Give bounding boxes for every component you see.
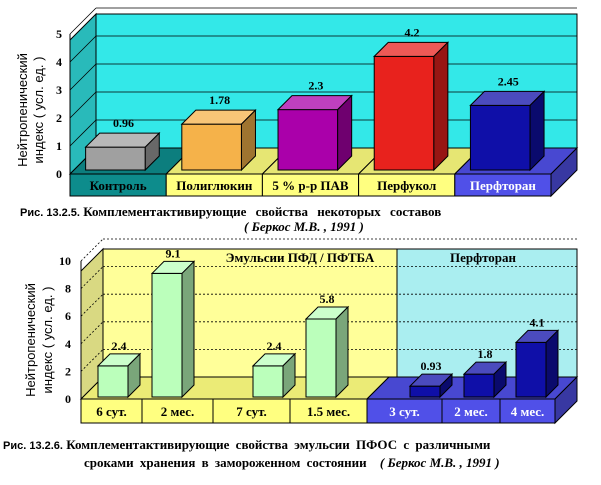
bar-1-side: [240, 108, 256, 172]
bar-4-side: [439, 372, 453, 399]
gridline-side: [69, 35, 97, 63]
y-axis-label-line1: Нейтропенический: [23, 283, 38, 397]
category-label-3: 1.5 мес.: [307, 404, 350, 419]
bar-4-side: [529, 90, 545, 172]
caption-2-number: Рис. 13.2.6.: [3, 440, 63, 452]
value-label-4: 0.93: [421, 359, 442, 373]
bar-2-side: [337, 94, 353, 172]
category-label-2: 7 сут.: [236, 404, 267, 419]
category-box-6: [499, 398, 556, 424]
bar-2: [252, 365, 284, 398]
category-label-0: Контроль: [90, 178, 147, 193]
value-label-6: 4.1: [530, 315, 545, 329]
value-label-1: 9.1: [166, 246, 181, 260]
y-tick-4: 8: [65, 282, 71, 296]
y-tick-0: 0: [56, 167, 62, 181]
bar-2-side: [282, 352, 296, 399]
back-wall-group-0: [102, 248, 398, 378]
y-tick-4: 4: [56, 55, 62, 69]
value-label-3: 5.8: [320, 292, 335, 306]
bar-1: [181, 123, 242, 171]
value-label-4: 2.45: [498, 74, 519, 88]
value-label-0: 0.96: [113, 116, 134, 130]
gridline-side: [69, 119, 97, 147]
category-label-0: 6 сут.: [96, 404, 127, 419]
caption-2: Рис. 13.2.6. Комплементактивирующие свой…: [3, 437, 490, 453]
category-label-4: 3 сут.: [389, 404, 420, 419]
caption-2-text-line1: Комплементактивирующие свойства эмульсии…: [66, 437, 491, 452]
category-box-0: [80, 398, 143, 424]
value-label-2: 2.4: [267, 339, 282, 353]
caption-1-number: Рис. 13.2.5.: [20, 207, 80, 219]
y-tick-5: 5: [56, 27, 62, 41]
floor-side: [554, 375, 578, 425]
gridline-side: [80, 349, 104, 372]
bar-4: [409, 385, 441, 398]
y-axis-label-line1: Нейтропенический: [15, 53, 30, 167]
category-label-1: Полиглюкин: [176, 178, 253, 193]
value-label-5: 1.8: [478, 347, 493, 361]
floor-side: [550, 146, 578, 198]
y-tick-3: 3: [56, 83, 62, 97]
caption-1-source: ( Беркос М.В. , 1991 ): [244, 219, 364, 234]
y-tick-2: 2: [56, 111, 62, 125]
value-label-0: 2.4: [112, 339, 127, 353]
bar-2: [277, 109, 339, 171]
y-tick-3: 6: [65, 309, 71, 323]
bar-1: [151, 272, 183, 398]
bar-3-side: [335, 305, 349, 399]
bar-5-side: [493, 360, 507, 399]
category-label-5: 2 мес.: [454, 404, 488, 419]
y-tick-5: 10: [59, 254, 71, 268]
value-label-3: 4.2: [405, 25, 420, 39]
y-tick-1: 1: [56, 139, 62, 153]
caption-2-source: ( Беркос М.В. , 1991 ): [379, 455, 500, 470]
caption-1-source-line: ( Беркос М.В. , 1991 ): [244, 219, 364, 235]
gridline-side: [80, 266, 104, 289]
value-label-1: 1.78: [209, 93, 230, 107]
chart-complement-activation-compositions: 0.96 1.78 2.3 4.2 2.45 Контроль Полиглюкин 5 % …: [15, 7, 579, 198]
category-label-4: Перфторан: [470, 178, 537, 193]
y-axis-label-line2: индекс ( усл. ед. ): [40, 287, 55, 394]
caption-2-line2: сроками хранения в замороженном состояни…: [84, 455, 500, 471]
gridline-side: [80, 238, 104, 262]
category-label-1: 2 мес.: [161, 404, 195, 419]
bar-6-side: [545, 329, 559, 399]
bar-0: [97, 365, 129, 398]
caption-1: Рис. 13.2.5. Комплементактивирующие свой…: [20, 204, 441, 220]
gridline-side: [69, 63, 97, 91]
group-title-1: Перфторан: [450, 250, 517, 265]
bar-3-side: [433, 41, 449, 172]
gridline-side: [80, 293, 104, 317]
category-box-1: [141, 398, 214, 424]
caption-1-text: Комплементактивирующие свойства некоторы…: [83, 204, 442, 219]
y-axis-label-line2: индекс ( усл. ед. ): [31, 57, 46, 164]
bar-4: [469, 104, 531, 171]
value-label-2: 2.3: [308, 79, 323, 93]
category-box-5: [441, 398, 501, 424]
group-title-0: Эмульсии ПФД / ПФТБА: [226, 250, 375, 265]
bar-0-side: [144, 131, 160, 172]
bar-6: [515, 341, 547, 398]
caption-2-text-line2: сроками хранения в замороженном состояни…: [84, 455, 367, 470]
category-label-6: 4 мес.: [511, 404, 545, 419]
y-tick-2: 4: [65, 337, 71, 351]
y-tick-1: 2: [65, 364, 71, 378]
category-box-4: [366, 398, 443, 424]
category-label-2: 5 % р-р ПАВ: [272, 178, 349, 193]
bar-1-side: [181, 260, 195, 399]
gridline-side: [80, 321, 104, 345]
bar-0-side: [127, 352, 141, 399]
category-label-3: Перфукол: [377, 178, 436, 193]
bar-3: [305, 318, 337, 398]
category-box-3: [289, 398, 368, 424]
gridline-side: [69, 91, 97, 119]
gridline-side: [69, 7, 97, 35]
y-tick-0: 0: [65, 392, 71, 406]
bar-5: [463, 373, 495, 398]
